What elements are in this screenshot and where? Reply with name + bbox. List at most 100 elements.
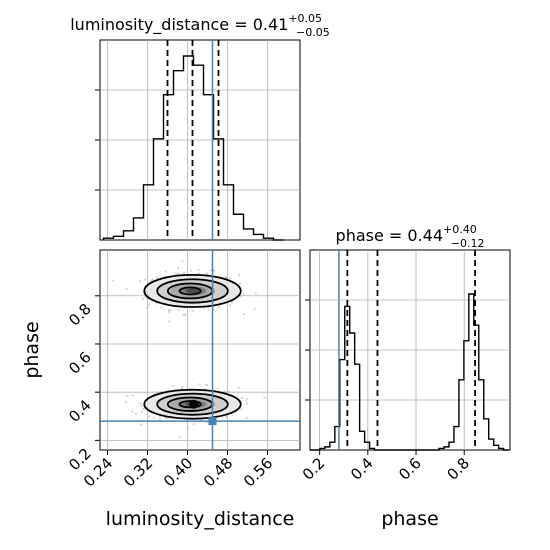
phase-xtick-label: 0.2 [299,454,329,484]
joint-sample-point [138,402,141,405]
joint-sample-point [240,396,244,399]
joint-sample-point [140,411,144,414]
joint-sample-point [246,397,249,400]
phase-title: phase = 0.44+0.40 −0.12 [336,223,485,250]
joint-truth-marker [208,417,217,426]
joint-sample-point [242,293,245,296]
joint-sample-point [174,272,177,275]
ld-marginal-panel: luminosity_distance = 0.41+0.05 −0.05 [70,12,330,241]
joint-contour [178,400,202,409]
joint-sample-point [228,304,232,307]
joint-xtick-label: 0.32 [120,454,156,490]
joint-sample-point [192,422,196,426]
ld-title-plus: +0.05 [288,12,322,25]
joint-density-level [185,288,200,294]
joint-sample-point [245,402,249,405]
joint-sample-point [177,309,180,312]
joint-sample-point [141,297,145,300]
joint-sample-point [156,276,159,279]
ld-marginal-grid [100,40,300,240]
joint-contour [156,278,229,304]
joint-sample-point [197,272,200,275]
joint-sample-point [142,408,145,411]
phase-quantile-lines [346,250,476,450]
ld-title: luminosity_distance = 0.41+0.05 −0.05 [70,12,330,39]
joint-sample-point [198,383,201,386]
xlabel-luminosity-distance: luminosity_distance [106,508,295,530]
joint-sample-point [253,307,256,311]
joint-sample-point [131,394,134,397]
joint-sample-point [228,276,231,280]
joint-ytick-label: 0.6 [65,348,95,378]
joint-sample-point [134,412,138,415]
joint-contours [143,274,242,420]
joint-sample-point [167,310,171,313]
phase-xtick-label: 0.6 [395,454,425,484]
joint-sample-point [176,272,179,275]
joint-sample-point [139,280,142,283]
joint-sample-point [126,394,129,398]
joint-sample-point [217,305,220,309]
joint-sample-point [239,294,242,298]
joint-sample-point [205,272,208,275]
joint-sample-point [144,278,147,281]
joint-sample-point [216,387,220,390]
joint-xticks: 0.24 0.32 0.40 0.48 0.56 [80,450,276,490]
joint-sample-point [160,306,163,309]
ld-quantile-lines [166,40,220,240]
joint-yticks: 0.20.40.60.8 [65,295,100,474]
joint-sample-point [182,271,186,274]
joint-sample-point [148,303,151,306]
joint-sample-point [238,282,242,285]
phase-histogram [310,293,509,451]
joint-sample-point [155,391,158,394]
joint-sample-point [169,308,172,312]
joint-sample-point [140,404,143,408]
phase-xtick-label: 0.4 [347,454,377,484]
joint-xtick-label: 0.40 [160,454,196,490]
joint-sample-point [124,401,128,404]
ld-marginal-yticks [95,89,100,191]
ld-histogram [102,55,284,241]
ylabel-phase: phase [21,321,43,378]
joint-sample-point [244,399,247,402]
joint-sample-point [181,260,184,263]
joint-contour [178,286,202,296]
joint-peak-dot [189,399,199,409]
joint-sample-point [158,418,161,421]
joint-sample-point [146,306,149,309]
joint-sample-point [223,390,226,393]
joint-sample-point [125,287,128,290]
joint-sample-point [131,410,134,413]
joint-ytick-label: 0.4 [65,396,95,426]
joint-sample-point [237,386,240,389]
joint-sample-point [181,385,184,389]
joint-xtick-label: 0.48 [200,454,236,490]
joint-sample-point [227,390,231,393]
phase-title-plus: +0.40 [443,223,477,236]
joint-ytick-label: 0.8 [65,300,95,330]
phase-xtick-label: 0.8 [443,454,473,484]
joint-contour [156,392,229,416]
joint-sample-point [112,279,115,282]
joint-sample-point [159,416,162,419]
joint-sample-point [171,384,174,388]
joint-sample-point [263,396,266,399]
joint-sample-point [178,435,181,439]
joint-sample-point [240,408,243,411]
joint-sample-point [184,313,187,316]
joint-sample-point [224,276,227,279]
joint-sample-point [190,269,193,272]
joint-panel: 0.24 0.32 0.40 0.48 0.56 0.20.40.60.8 lumino… [21,249,301,530]
joint-sample-point [155,302,158,305]
joint-sample-point [139,423,142,426]
joint-sample-point [197,268,200,271]
joint-sample-point [147,415,151,418]
joint-sample-point [213,270,216,273]
joint-sample-point [254,292,257,295]
joint-contour [143,274,242,308]
joint-xtick-label: 0.56 [240,454,276,490]
joint-sample-point [187,426,190,429]
phase-title-minus: −0.12 [451,237,485,250]
